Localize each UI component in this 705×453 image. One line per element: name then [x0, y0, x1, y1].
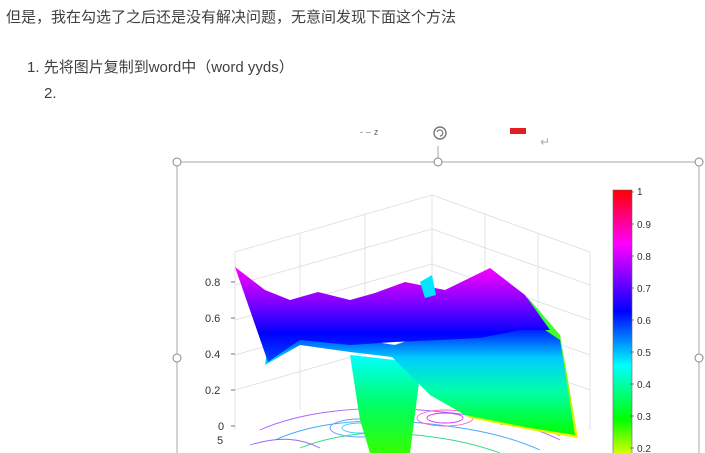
- colorbar-tick-label: 1: [637, 187, 643, 198]
- colorbar-tick-label: 0.9: [637, 220, 651, 231]
- z-axis: 0.8 0.6 0.4 0.2 0 5: [205, 277, 235, 447]
- red-marker-icon: [510, 128, 526, 134]
- colorbar-tick-label: 0.2: [637, 444, 651, 453]
- list-number: 2.: [44, 85, 57, 102]
- resize-handle-top-left[interactable]: [172, 157, 182, 167]
- resize-handle-right[interactable]: [694, 353, 704, 363]
- colorbar-gradient: [612, 189, 633, 453]
- return-arrow-icon: ↵: [540, 135, 550, 149]
- colorbar-tick-label: 0.7: [637, 284, 651, 295]
- list-number: 1.: [27, 59, 40, 76]
- colorbar-tick-label: 0.4: [637, 380, 651, 391]
- surface-pit: [350, 355, 420, 453]
- z-tick-label: 0: [218, 421, 224, 433]
- surface-plot: [235, 267, 578, 453]
- y-tick-label: 5: [217, 435, 223, 447]
- list-text: 先将图片复制到word中（word yyds）: [43, 59, 294, 76]
- rotate-icon: [433, 126, 447, 140]
- resize-handle-top[interactable]: [433, 157, 443, 167]
- toolbar-residue-text: - ⌣ z: [360, 127, 379, 137]
- toolbar-residue: - ⌣ z ↵: [360, 126, 550, 149]
- colorbar-tick-label: 0.5: [637, 348, 651, 359]
- surface-top-face: [235, 267, 550, 362]
- colorbar: 1 0.9 0.8 0.7 0.6 0.5 0.4 0.3 0.2: [612, 187, 651, 453]
- colorbar-tick-label: 0.6: [637, 316, 651, 327]
- colorbar-tick-label: 0.8: [637, 252, 651, 263]
- surface-cyan-peak: [420, 275, 436, 298]
- resize-handle-left[interactable]: [172, 353, 182, 363]
- z-tick-label: 0.4: [205, 349, 220, 361]
- colorbar-tick-label: 0.3: [637, 412, 651, 423]
- list-item: 2.: [27, 84, 294, 110]
- resize-handle-top-right[interactable]: [694, 157, 704, 167]
- surface-front-face: [265, 325, 575, 435]
- intro-paragraph: 但是，我在勾选了之后还是没有解决问题，无意间发现下面这个方法: [6, 9, 457, 26]
- z-tick-label: 0.2: [205, 385, 220, 397]
- z-tick-label: 0.6: [205, 313, 220, 325]
- ordered-list: 1. 先将图片复制到word中（word yyds） 2.: [27, 58, 294, 110]
- z-tick-label: 0.8: [205, 277, 220, 289]
- list-item: 1. 先将图片复制到word中（word yyds）: [27, 58, 294, 84]
